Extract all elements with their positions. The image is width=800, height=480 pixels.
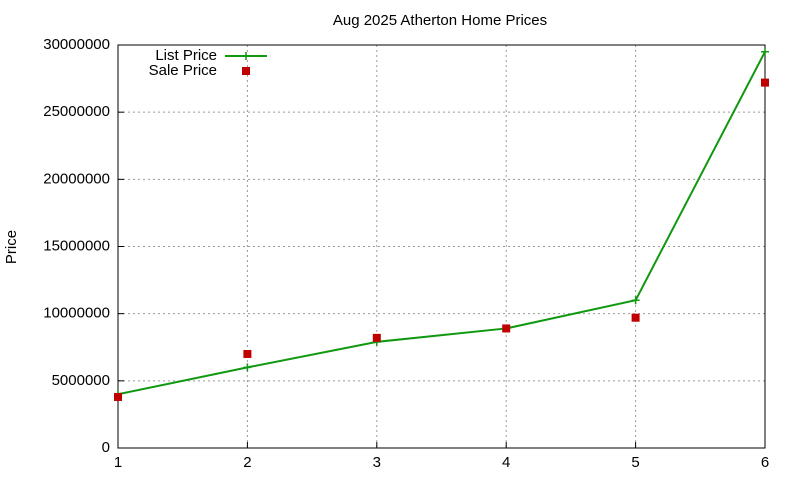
x-tick-label: 5: [631, 454, 639, 471]
data-point: [243, 349, 252, 358]
data-point: [631, 296, 640, 305]
y-tick-label: 0: [102, 439, 110, 456]
legend-marker: [242, 52, 250, 60]
data-point: [761, 78, 769, 87]
x-tick-label: 4: [502, 454, 510, 471]
y-axis-label: Price: [3, 230, 20, 264]
data-point: [114, 392, 122, 401]
y-tick-label: 15000000: [43, 237, 110, 254]
x-tick-label: 1: [114, 454, 122, 471]
data-point: [502, 324, 511, 333]
data-point: [243, 363, 252, 372]
y-tick-label: 30000000: [43, 36, 110, 53]
x-tick-label: 3: [373, 454, 381, 471]
legend-label: List Price: [155, 47, 217, 64]
data-point: [761, 47, 769, 56]
x-tick-label: 6: [761, 454, 769, 471]
legend-label: Sale Price: [149, 62, 217, 79]
plot-frame: [117, 44, 766, 449]
data-point: [631, 313, 640, 322]
y-tick-label: 20000000: [43, 170, 110, 187]
y-tick-label: 25000000: [43, 103, 110, 120]
x-tick-label: 2: [243, 454, 251, 471]
y-tick-label: 10000000: [43, 305, 110, 322]
series-line: [117, 51, 766, 396]
legend-marker: [242, 67, 250, 75]
chart-title: Aug 2025 Atherton Home Prices: [333, 12, 547, 29]
y-tick-label: 5000000: [52, 372, 110, 389]
data-point: [372, 333, 381, 342]
